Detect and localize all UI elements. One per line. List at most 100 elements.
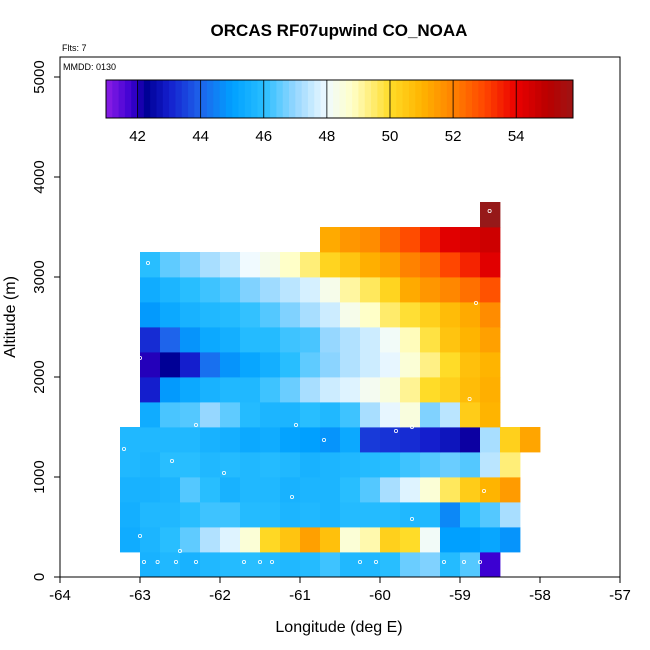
heatmap-cell [360, 477, 381, 503]
colorbar-segment [225, 80, 233, 118]
sample-point [393, 428, 398, 433]
heatmap-cell [340, 477, 361, 503]
colorbar-segment [244, 80, 252, 118]
heatmap-cell [460, 502, 481, 528]
colorbar-tick-label: 48 [319, 128, 336, 145]
x-tick-label: -64 [49, 587, 71, 604]
colorbar-segment [150, 80, 157, 118]
heatmap-cell [320, 352, 341, 378]
heatmap-cell [300, 377, 321, 403]
heatmap-cell [320, 327, 341, 353]
heatmap-cell [320, 477, 341, 503]
colorbar-segment [421, 80, 429, 118]
y-tick-label: 1000 [31, 460, 48, 493]
heatmap-cell [400, 502, 421, 528]
sample-point [321, 437, 326, 442]
heatmap-cell [360, 302, 381, 328]
heatmap-cell [260, 252, 281, 278]
sample-point [409, 424, 414, 429]
heatmap-cell [360, 352, 381, 378]
colorbar-segment [181, 80, 189, 118]
heatmap-cell [160, 277, 181, 303]
heatmap-cell [380, 427, 401, 453]
heatmap-cell [140, 252, 161, 278]
heatmap-cell [200, 552, 221, 578]
heatmap-cell [400, 327, 421, 353]
heatmap-cell [300, 502, 321, 528]
heatmap-cell [220, 352, 241, 378]
heatmap-cell [180, 377, 201, 403]
heatmap-cell [240, 552, 261, 578]
sample-point [145, 260, 150, 265]
heatmap-cell [440, 427, 461, 453]
chart-title: ORCAS RF07upwind CO_NOAA [211, 21, 468, 40]
heatmap-cell [440, 377, 461, 403]
heatmap-cell [240, 427, 261, 453]
colorbar-segment [383, 80, 391, 118]
heatmap-cell [300, 402, 321, 428]
sample-point [141, 560, 146, 565]
sample-point [173, 560, 178, 565]
heatmap-cell [300, 252, 321, 278]
sample-point [137, 534, 142, 539]
heatmap-cell [420, 252, 441, 278]
colorbar-segment [434, 80, 441, 118]
heatmap-cell [380, 552, 401, 578]
colorbar-tick-label: 52 [445, 128, 462, 145]
colorbar-frame [105, 79, 574, 119]
heatmap-cell [260, 302, 281, 328]
heatmap-cell [180, 502, 201, 528]
heatmap-cell [260, 427, 281, 453]
heatmap-cell [200, 402, 221, 428]
heatmap-cell [340, 527, 361, 553]
colorbar-segment [427, 80, 435, 118]
heatmap-cell [280, 377, 301, 403]
heatmap-cell [480, 327, 501, 353]
colorbar-segment [276, 80, 284, 118]
heatmap-cell [300, 552, 321, 578]
sample-point [155, 560, 160, 565]
heatmap-cell [320, 552, 341, 578]
colorbar-segment [459, 80, 467, 118]
heatmap-cell [120, 527, 141, 553]
colorbar-segment [251, 80, 258, 118]
x-tick-label: -58 [529, 587, 551, 604]
heatmap-cell [160, 377, 181, 403]
heatmap-cell [140, 302, 161, 328]
heatmap-cell [160, 302, 181, 328]
heatmap-cell [380, 252, 401, 278]
heatmap-cell [220, 252, 241, 278]
heatmap-cell [420, 402, 441, 428]
colorbar-tick-label: 44 [192, 128, 209, 145]
colorbar-segment [389, 80, 397, 118]
colorbar-segment [112, 80, 120, 118]
heatmap-cell [180, 277, 201, 303]
heatmap-cell [300, 352, 321, 378]
heatmap-cell [480, 527, 501, 553]
colorbar-segment [371, 80, 378, 118]
heatmap-cell [180, 252, 201, 278]
heatmap-cell [300, 277, 321, 303]
sample-point [441, 560, 446, 565]
heatmap-cell [320, 302, 341, 328]
heatmap-cell [480, 452, 501, 478]
heatmap-cell [480, 227, 501, 253]
sample-point [293, 422, 298, 427]
x-tick-label: -63 [129, 587, 151, 604]
colorbar-segment [516, 80, 524, 118]
heatmap-cell [480, 252, 501, 278]
heatmap-cell [140, 477, 161, 503]
heatmap-cell [300, 527, 321, 553]
colorbar-segment [446, 80, 454, 118]
heatmap-cell [300, 452, 321, 478]
heatmap-cell [440, 327, 461, 353]
heatmap-cell [340, 377, 361, 403]
heatmap-cell [200, 352, 221, 378]
heatmap-cell [260, 327, 281, 353]
colorbar-segment [408, 80, 416, 118]
heatmap-cell [180, 527, 201, 553]
heatmap-cell [220, 477, 241, 503]
heatmap-cell [480, 427, 501, 453]
colorbar-segment [440, 80, 448, 118]
